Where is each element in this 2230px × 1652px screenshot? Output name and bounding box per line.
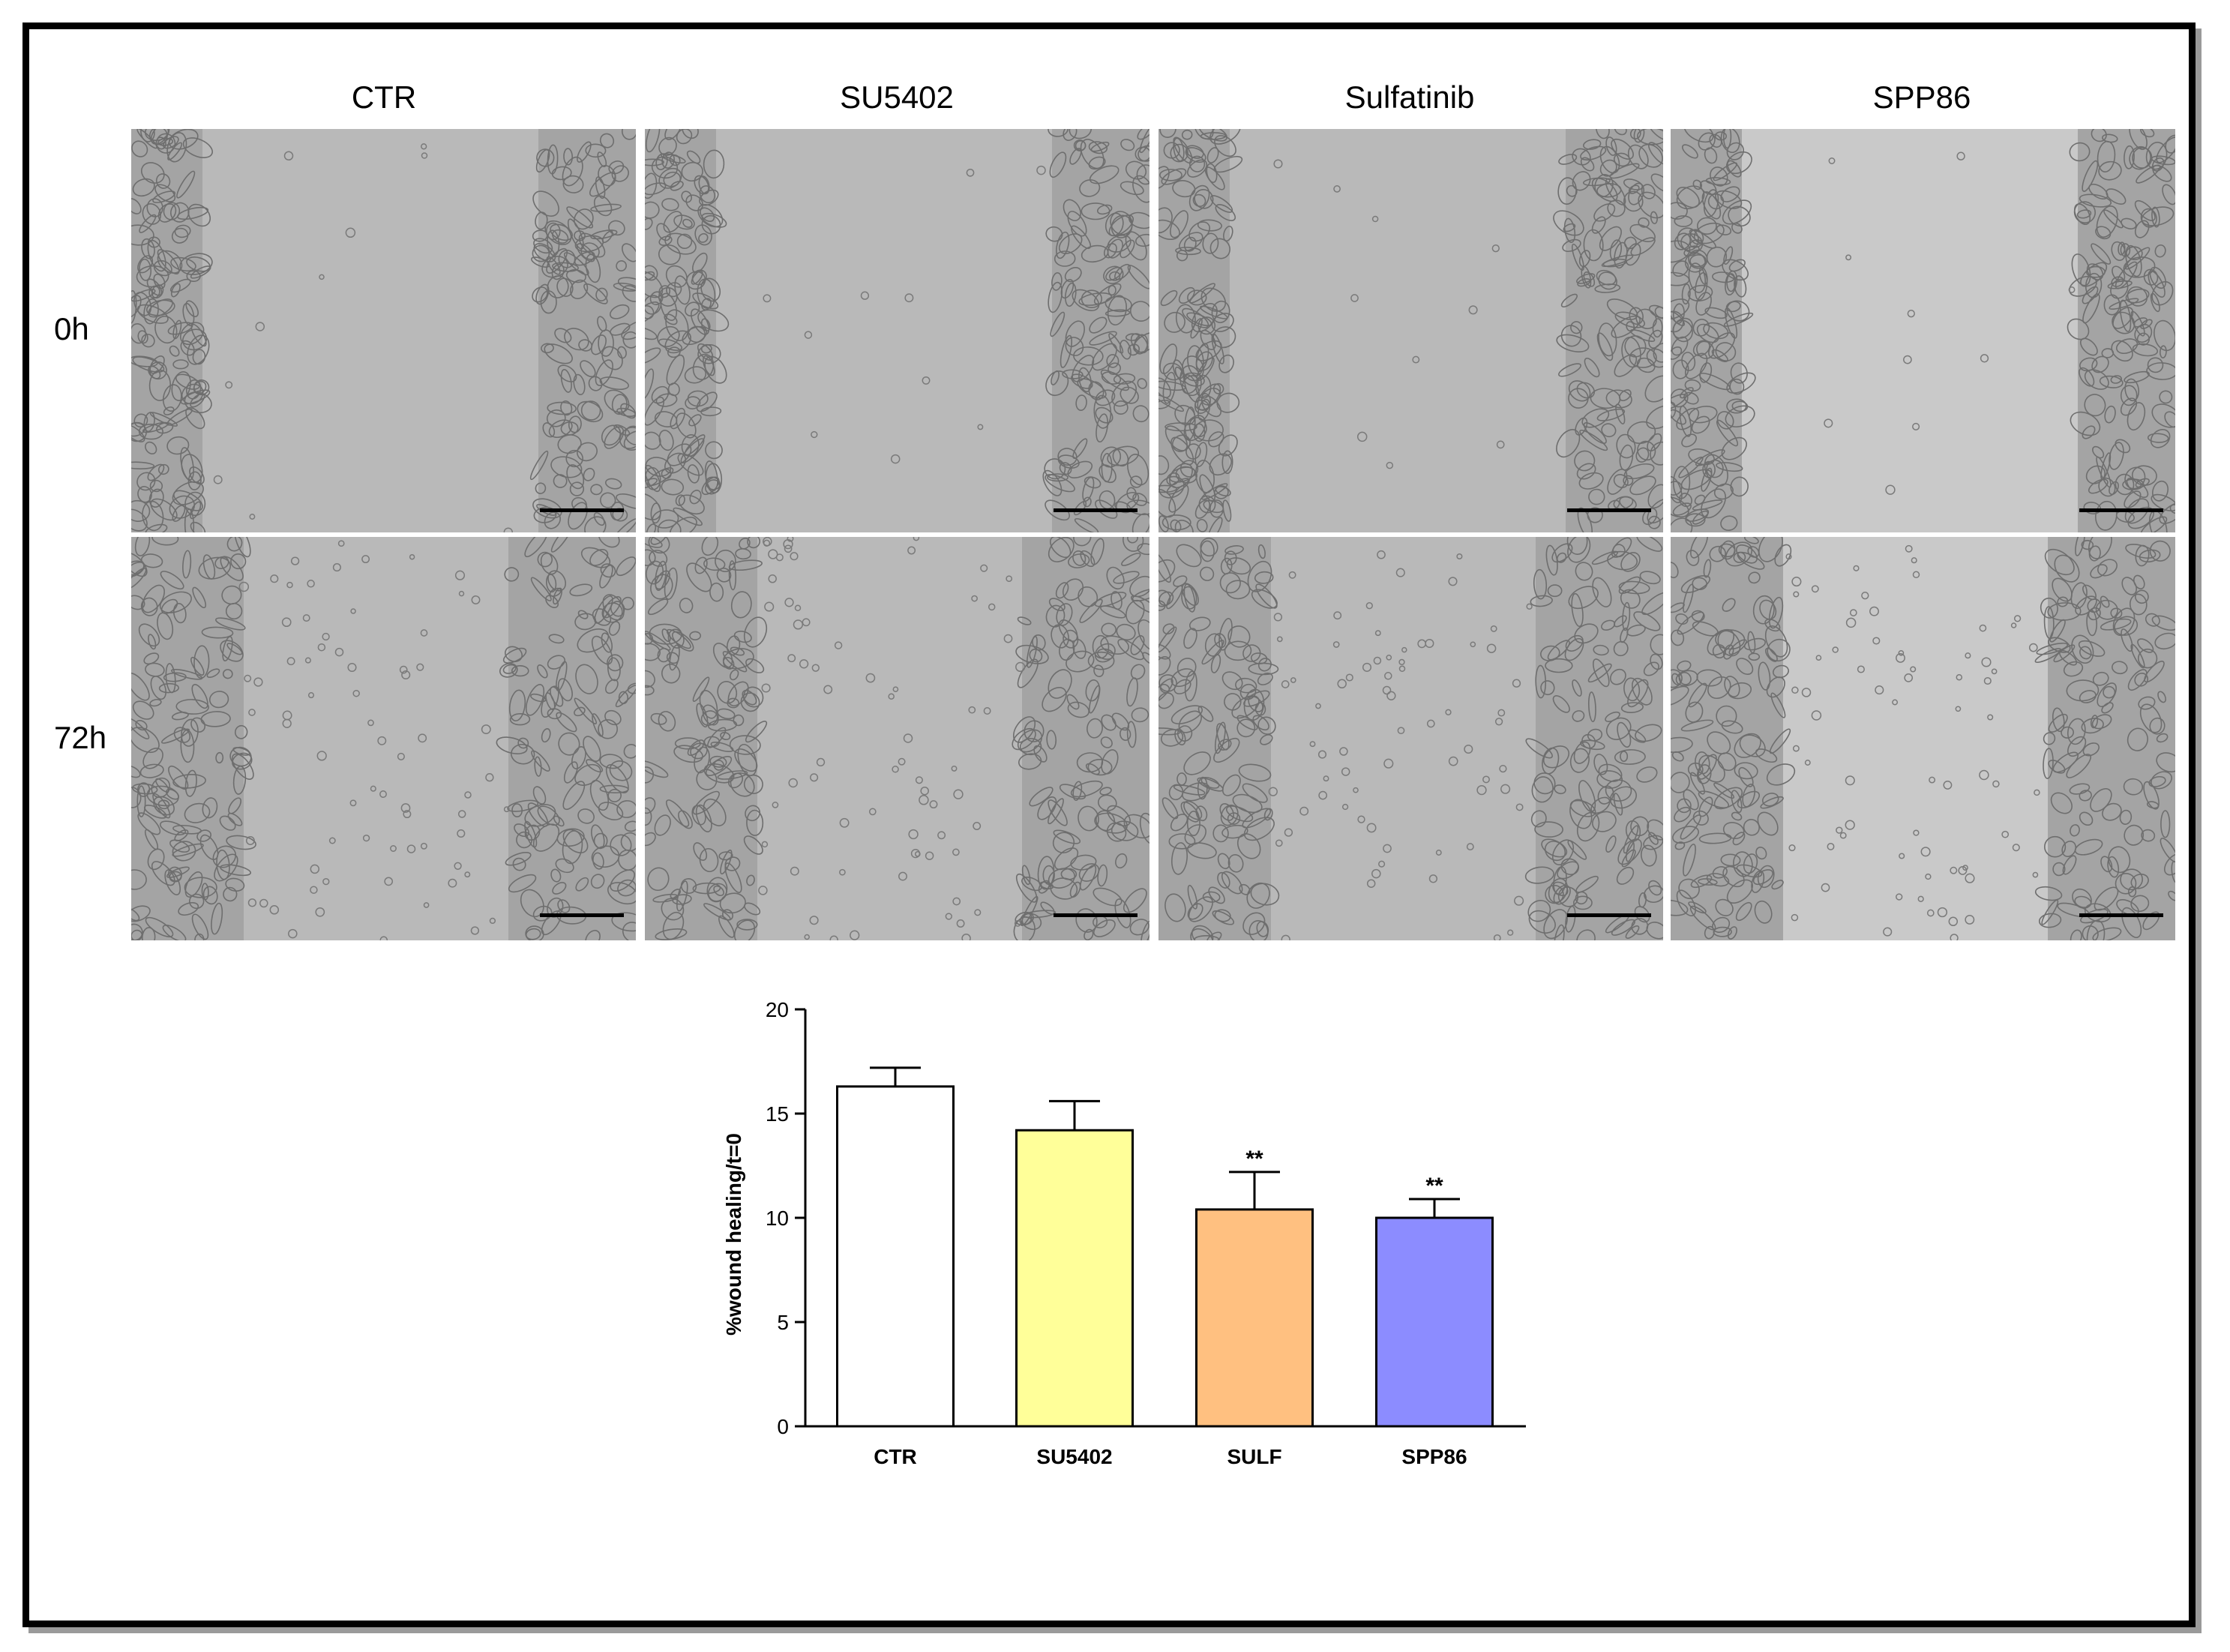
x-tick-label-SPP86: SPP86 <box>1401 1445 1467 1468</box>
row-label-1: 72h <box>54 720 107 755</box>
y-axis-label: %wound healing/t=0 <box>722 1133 745 1336</box>
scale-bar <box>2079 508 2163 512</box>
micrograph-0-0 <box>131 129 636 532</box>
y-tick-label-2: 10 <box>766 1207 789 1230</box>
significance-SPP86: ** <box>1425 1174 1443 1198</box>
scale-bar <box>1054 913 1137 917</box>
bar-chart: %wound healing/t=0 0 5 10 15 20 CTR SU5402 ** S… <box>722 998 1526 1468</box>
y-tick-label-1: 5 <box>777 1311 789 1334</box>
bar-CTR <box>836 1085 955 1428</box>
column-label-2: Sulfatinib <box>1344 79 1475 115</box>
bar-SPP86 <box>1375 1216 1494 1428</box>
scale-bar <box>1054 508 1137 512</box>
micrograph-0-2 <box>1158 129 1663 532</box>
y-tick-label-0: 0 <box>777 1415 789 1438</box>
scale-bar <box>540 508 624 512</box>
row-label-0: 0h <box>54 311 89 346</box>
column-label-1: SU5402 <box>840 79 954 115</box>
y-tick-label-4: 20 <box>766 998 789 1021</box>
x-tick-label-SULF: SULF <box>1227 1445 1281 1468</box>
bar-SU5402 <box>1015 1129 1134 1428</box>
scale-bar <box>1567 508 1651 512</box>
micrograph-0-3 <box>1671 129 2175 532</box>
scale-bar <box>2079 913 2163 917</box>
x-tick-label-SU5402: SU5402 <box>1036 1445 1112 1468</box>
column-label-0: CTR <box>351 79 417 115</box>
scale-bar <box>540 913 624 917</box>
micrograph-1-1 <box>645 537 1149 940</box>
micrograph-1-2 <box>1158 537 1663 940</box>
column-label-3: SPP86 <box>1872 79 1971 115</box>
micrograph-1-3 <box>1671 537 2175 940</box>
significance-SULF: ** <box>1245 1147 1263 1171</box>
micrograph-0-1 <box>645 129 1149 532</box>
scale-bar <box>1567 913 1651 917</box>
micrograph-1-0 <box>131 537 636 940</box>
x-tick-label-CTR: CTR <box>874 1445 917 1468</box>
y-tick-label-3: 15 <box>766 1102 789 1126</box>
bar-SULF <box>1195 1208 1314 1428</box>
